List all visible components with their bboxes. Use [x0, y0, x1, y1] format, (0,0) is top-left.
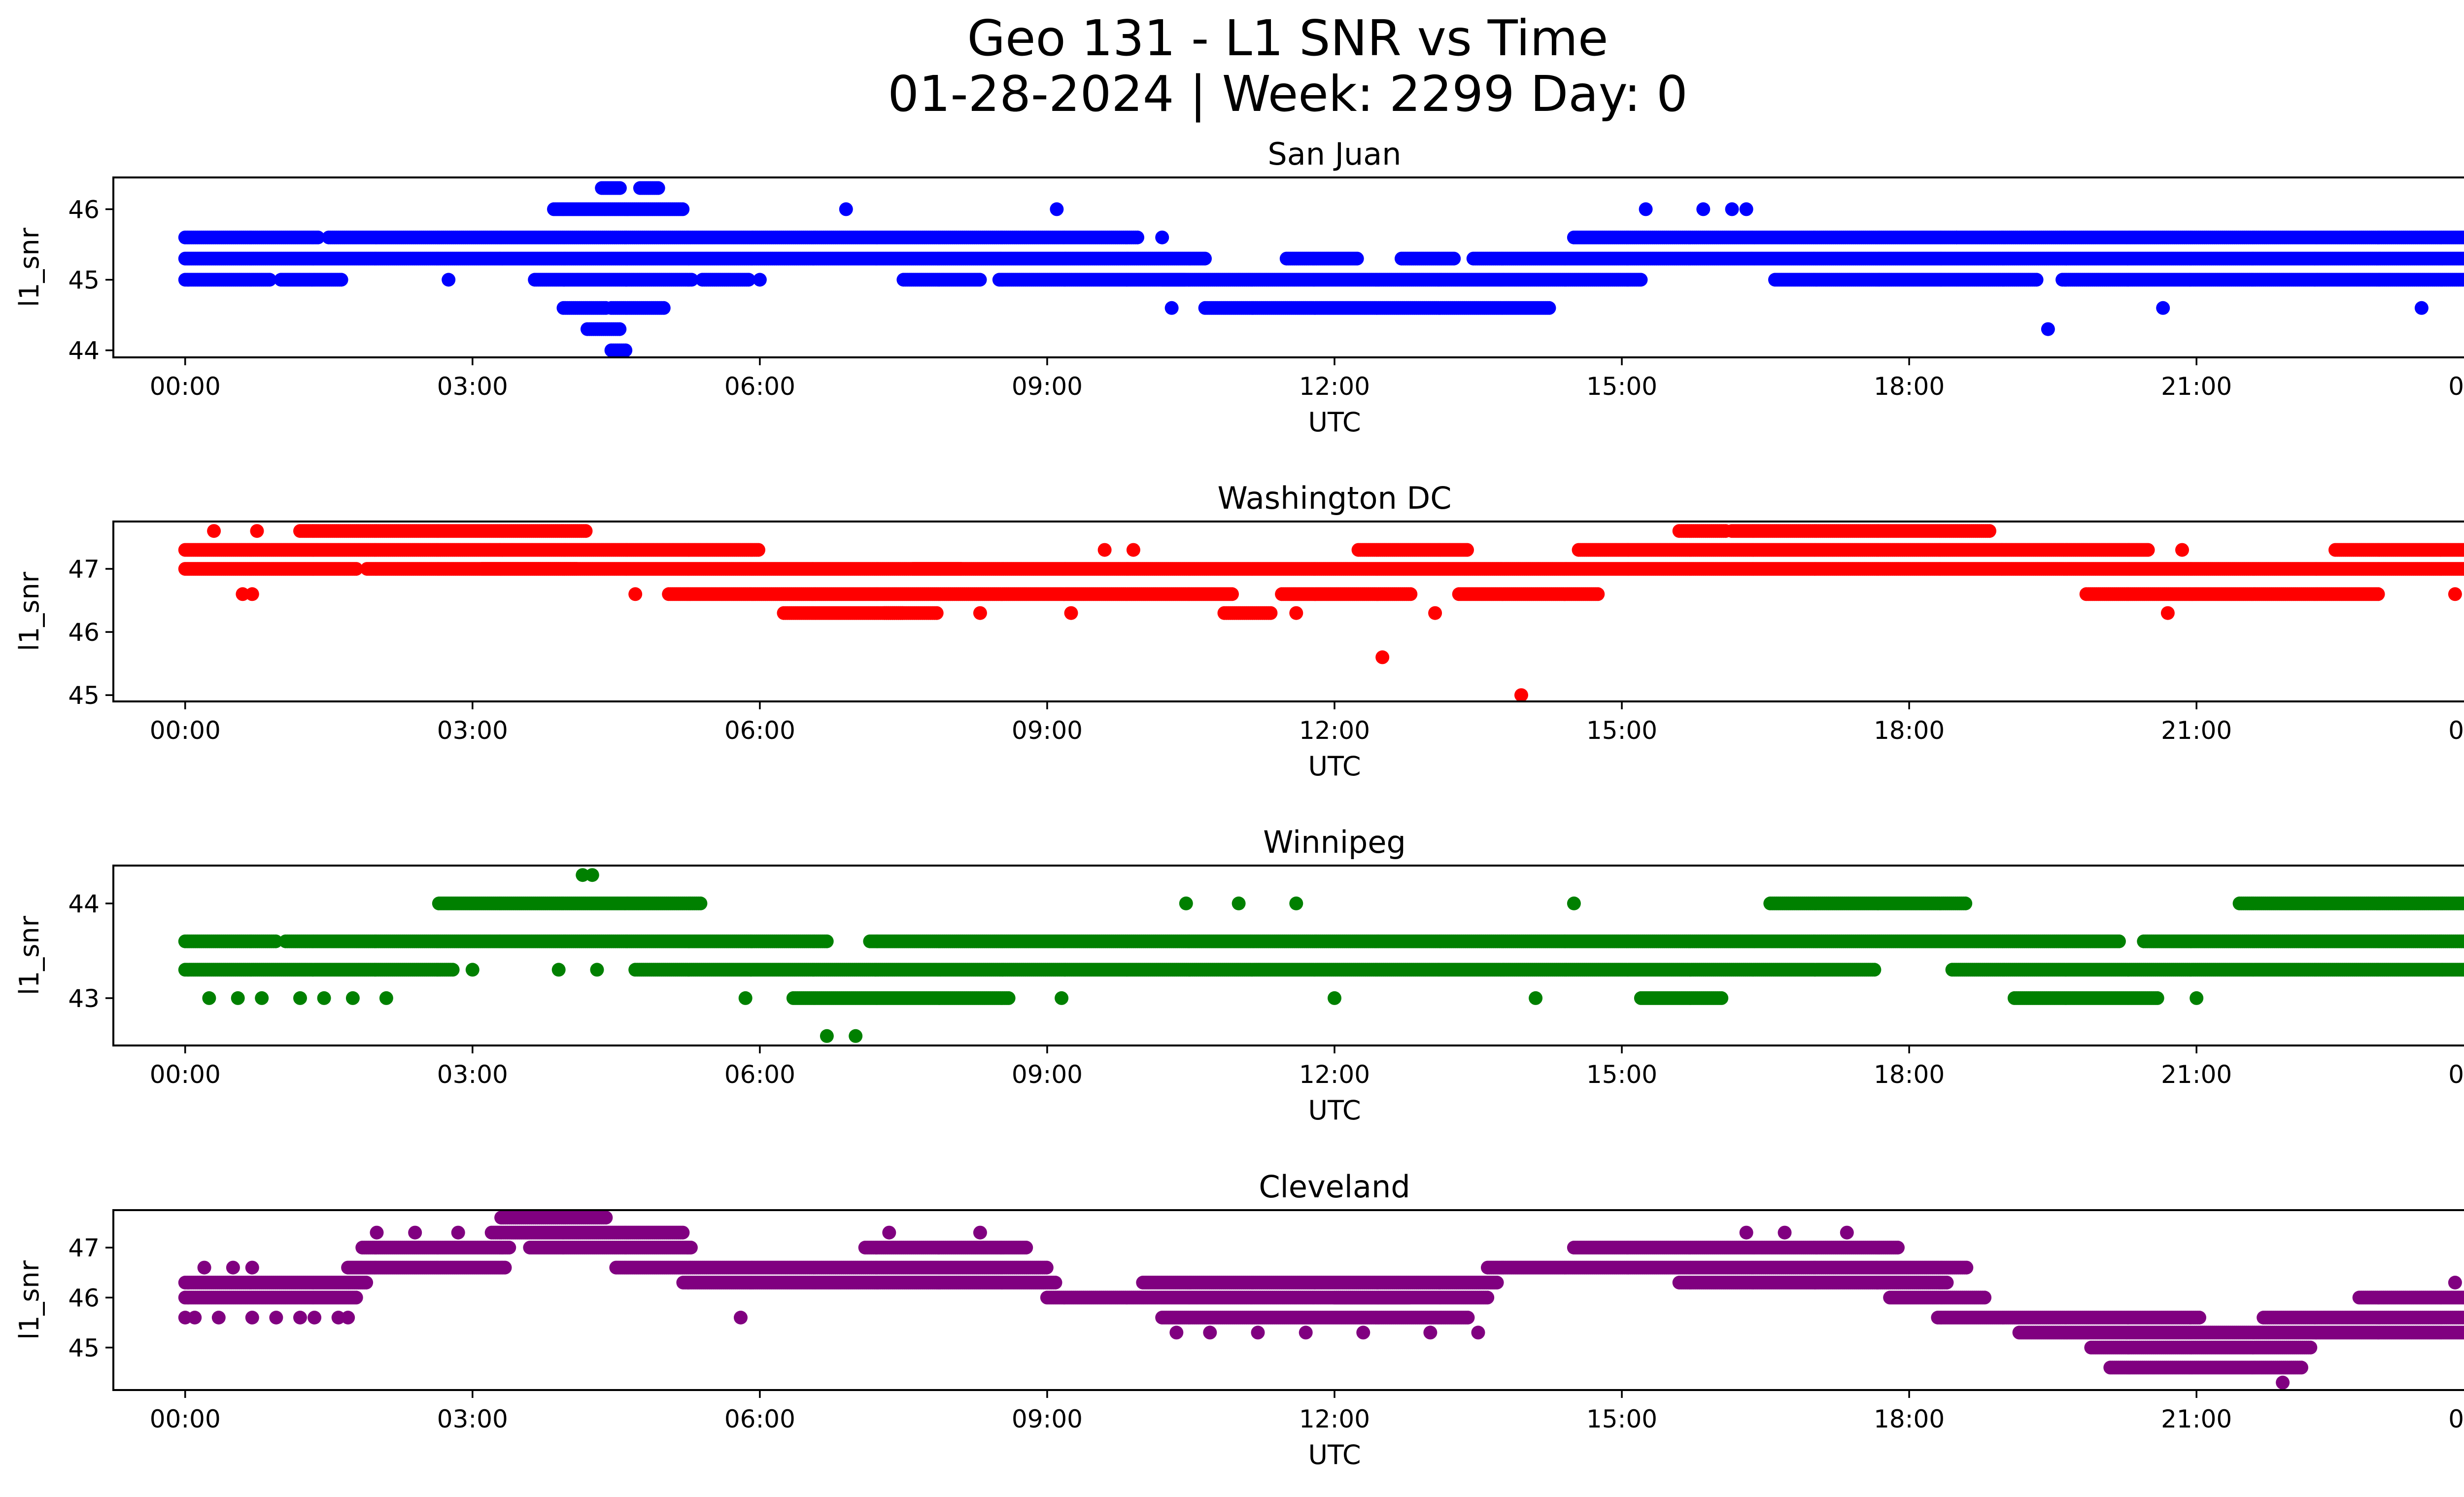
y-tick-label: 46 [68, 195, 100, 224]
data-point [1350, 252, 1364, 266]
data-point [2041, 322, 2055, 336]
data-point [442, 273, 455, 287]
figure-title-line2: 01-28-2024 | Week: 2299 Day: 0 [888, 65, 1687, 123]
data-point [1165, 301, 1179, 315]
figure-title-line1: Geo 131 - L1 SNR vs Time [967, 9, 1608, 67]
y-axis-label: l1_snr [14, 227, 45, 307]
data-point [1198, 252, 1212, 266]
x-tick-label: 00:00 [150, 372, 221, 401]
y-tick-label: 44 [68, 337, 100, 365]
x-tick-label: 06:00 [724, 372, 795, 401]
data-point [1130, 231, 1144, 244]
panel-title: San Juan [1267, 136, 1401, 172]
data-point [335, 273, 348, 287]
data-point [1740, 202, 1753, 216]
x-axis-label: UTC [1308, 407, 1361, 438]
x-tick-label: 00:00 [2448, 372, 2464, 401]
data-point [1639, 202, 1653, 216]
data-point [973, 273, 987, 287]
data-point [657, 301, 671, 315]
data-point [752, 543, 765, 557]
data-point [1696, 202, 1710, 216]
x-tick-label: 09:00 [1012, 372, 1083, 401]
data-point [1542, 301, 1556, 315]
x-tick-label: 21:00 [2161, 372, 2232, 401]
data-point [676, 202, 689, 216]
data-point [1155, 231, 1169, 244]
y-tick-label: 45 [68, 266, 100, 295]
data-point [1460, 543, 1474, 557]
data-point [613, 322, 626, 336]
x-tick-label: 03:00 [437, 372, 508, 401]
data-point [2156, 301, 2170, 315]
data-point [1050, 202, 1063, 216]
x-tick-label: 12:00 [1299, 372, 1370, 401]
data-point [618, 344, 632, 357]
data-point [1634, 273, 1648, 287]
x-tick-label: 18:00 [1874, 372, 1945, 401]
x-tick-label: 15:00 [1586, 372, 1657, 401]
data-point [651, 181, 665, 195]
data-point [2415, 301, 2429, 315]
data-point [613, 181, 627, 195]
data-point [839, 202, 853, 216]
data-point [1725, 202, 1739, 216]
data-point [753, 273, 767, 287]
data-point [2030, 273, 2044, 287]
panel-title: Washington DC [1217, 480, 1451, 516]
data-point [1447, 252, 1461, 266]
